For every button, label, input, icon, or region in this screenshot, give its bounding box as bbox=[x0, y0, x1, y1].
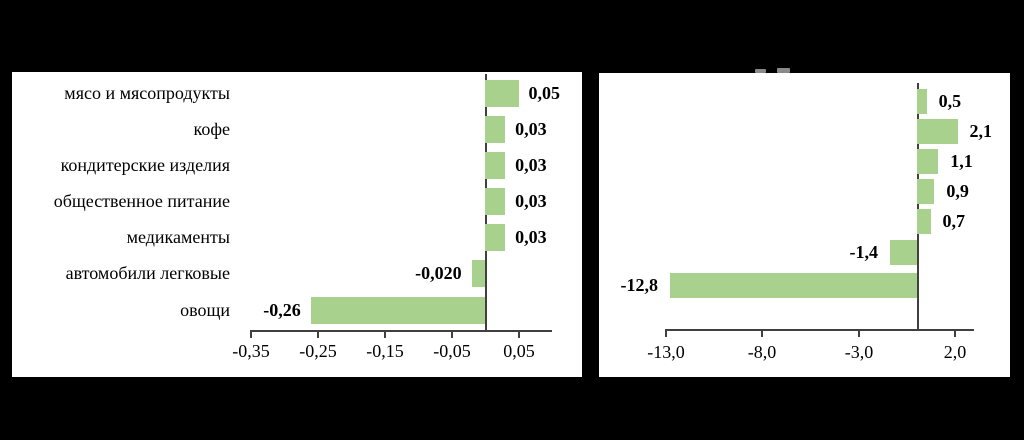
bar bbox=[917, 118, 958, 144]
bar bbox=[917, 148, 939, 174]
x-tick-label: -0,05 bbox=[433, 341, 471, 361]
value-label: 0,7 bbox=[942, 211, 966, 231]
x-axis-tick bbox=[384, 330, 386, 338]
x-axis-tick bbox=[954, 329, 956, 337]
value-label: -0,020 bbox=[415, 263, 462, 283]
value-label: 2,1 bbox=[969, 121, 993, 141]
bar bbox=[471, 259, 485, 287]
value-label: -0,26 bbox=[263, 300, 301, 320]
x-tick-label: 0,05 bbox=[503, 341, 535, 361]
cropped-title-remnant bbox=[755, 69, 766, 73]
value-label: -12,8 bbox=[620, 275, 658, 295]
x-axis-tick bbox=[518, 330, 520, 338]
category-label: кофе bbox=[193, 119, 230, 139]
x-tick-label: 2,0 bbox=[943, 342, 967, 362]
x-tick-label: -8,0 bbox=[747, 342, 777, 362]
category-label: мясо и мясопродукты bbox=[64, 83, 230, 103]
bar bbox=[485, 223, 506, 251]
bar bbox=[917, 178, 935, 204]
value-label: 1,1 bbox=[950, 151, 973, 171]
left-chart-panel: -0,35 -0,25 -0,15 -0,05 0,05 мясо и мясопроду… bbox=[12, 72, 582, 377]
value-label: 0,03 bbox=[515, 119, 547, 139]
bar bbox=[485, 79, 519, 107]
x-axis-line bbox=[251, 330, 552, 332]
x-axis-tick bbox=[858, 329, 860, 337]
x-tick-label: -0,35 bbox=[232, 341, 270, 361]
bar bbox=[669, 272, 917, 298]
bar bbox=[917, 88, 927, 114]
category-label: автомобили легковые bbox=[65, 263, 230, 283]
zero-axis-line bbox=[917, 83, 919, 331]
category-label: кондитерские изделия bbox=[60, 155, 230, 175]
x-axis-line bbox=[666, 329, 974, 331]
category-label: медикаменты bbox=[126, 227, 230, 247]
x-axis-tick bbox=[761, 329, 763, 337]
value-label: -1,4 bbox=[849, 242, 878, 262]
x-tick-label: -3,0 bbox=[844, 342, 874, 362]
x-axis-tick bbox=[665, 329, 667, 337]
x-axis-tick bbox=[250, 330, 252, 338]
value-label: 0,05 bbox=[528, 83, 561, 103]
x-axis-tick bbox=[317, 330, 319, 338]
bar bbox=[485, 151, 506, 179]
x-tick-label: -13,0 bbox=[647, 342, 685, 362]
bar bbox=[310, 296, 485, 324]
value-label: 0,03 bbox=[515, 191, 547, 211]
right-chart-panel: -13,0 -8,0 -3,0 2,0 0,5 2,1 1,1 0,9 0,7 -1,4 -12,8 bbox=[599, 73, 1010, 377]
cropped-title-remnant bbox=[777, 68, 790, 73]
x-tick-label: -0,15 bbox=[366, 341, 404, 361]
category-label: овощи bbox=[180, 300, 230, 320]
value-label: 0,5 bbox=[938, 91, 962, 111]
x-axis-tick bbox=[451, 330, 453, 338]
x-tick-label: -0,25 bbox=[299, 341, 337, 361]
category-label: общественное питание bbox=[53, 191, 230, 211]
bar bbox=[917, 208, 931, 234]
bar bbox=[485, 187, 506, 215]
value-label: 0,9 bbox=[946, 181, 969, 201]
bar bbox=[889, 239, 917, 265]
value-label: 0,03 bbox=[515, 227, 547, 247]
value-label: 0,03 bbox=[515, 155, 547, 175]
bar bbox=[485, 115, 506, 143]
